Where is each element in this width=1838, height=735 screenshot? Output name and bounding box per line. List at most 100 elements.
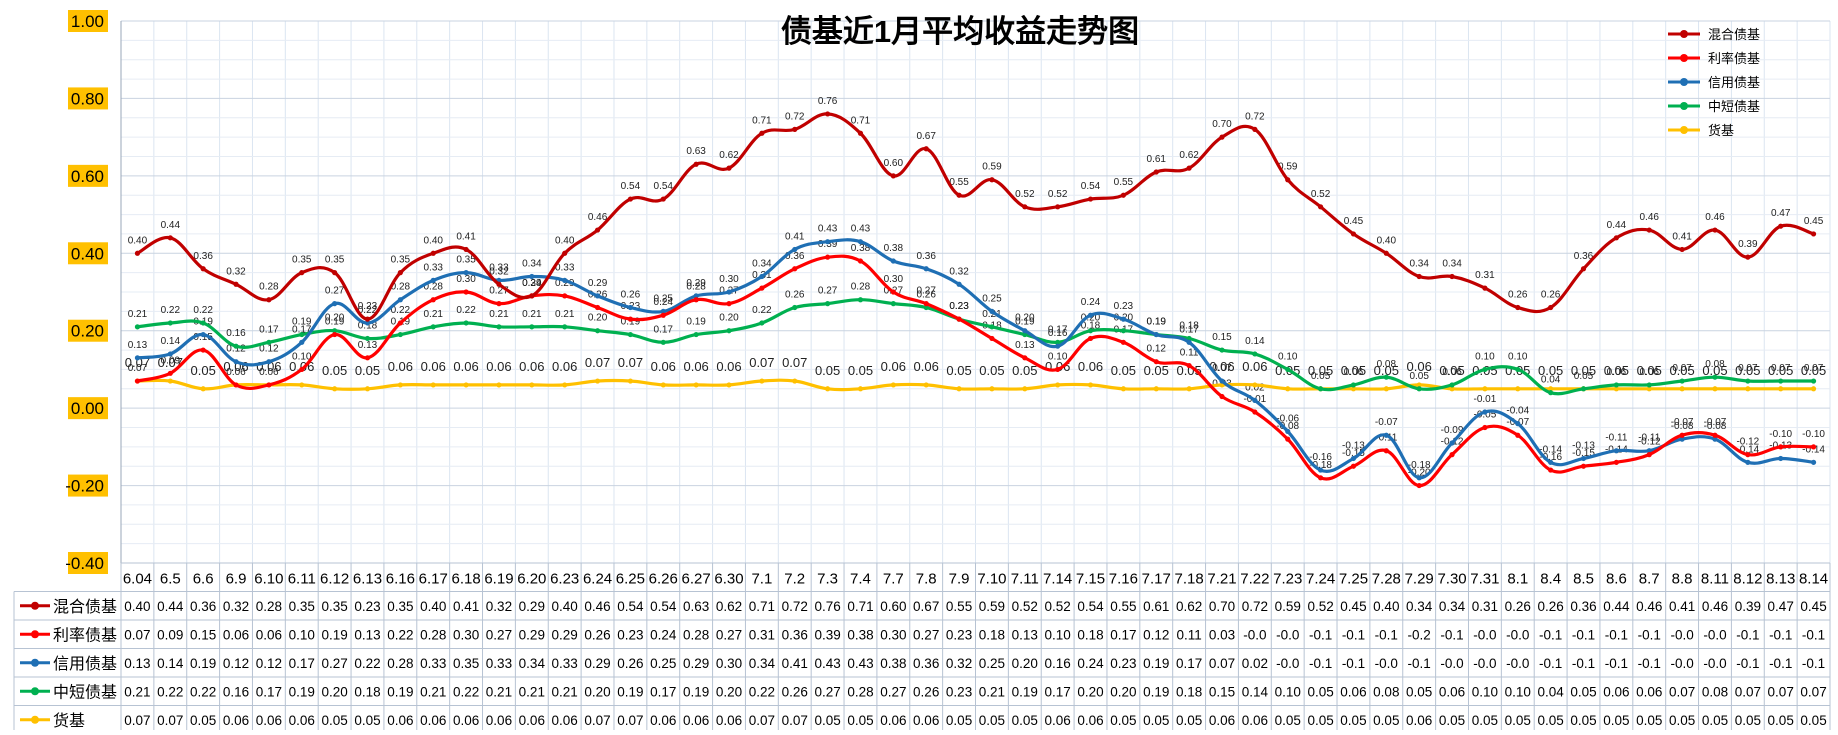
table-cell: 0.05 — [979, 713, 1005, 728]
table-cell: 0.05 — [814, 713, 840, 728]
data-point — [857, 239, 864, 245]
data-label: 0.71 — [752, 115, 772, 126]
table-cell: 0.45 — [1340, 599, 1366, 614]
data-label: 0.12 — [226, 344, 246, 355]
data-label: 0.10 — [1475, 351, 1495, 362]
data-point — [397, 382, 403, 388]
data-label: 0.61 — [1147, 154, 1167, 165]
x-tick-label: 7.9 — [949, 570, 970, 587]
data-label: 0.36 — [785, 251, 805, 262]
data-point — [1087, 312, 1094, 318]
data-label: 0.45 — [1344, 216, 1364, 227]
data-point — [1383, 386, 1389, 392]
data-label: 0.22 — [193, 305, 213, 316]
data-point — [1186, 386, 1192, 392]
x-tick-label: 7.10 — [977, 570, 1006, 587]
table-cell: 0.22 — [387, 627, 413, 642]
table-cell: 0.21 — [486, 684, 512, 699]
data-point — [825, 301, 831, 307]
data-point — [529, 382, 535, 388]
data-point — [1548, 304, 1554, 311]
data-point — [890, 289, 896, 295]
data-point — [923, 382, 929, 388]
data-label: 0.18 — [358, 320, 378, 331]
x-tick-label: 7.23 — [1273, 570, 1302, 587]
table-cell: 0.17 — [650, 684, 676, 699]
data-point — [1515, 421, 1521, 427]
table-cell: 0.17 — [1176, 656, 1202, 671]
data-point — [299, 339, 305, 345]
table-cell: 0.05 — [1307, 713, 1333, 728]
data-label: 0.05 — [1409, 371, 1429, 382]
table-cell: 0.29 — [584, 656, 610, 671]
data-point — [233, 281, 239, 287]
table-cell: 0.34 — [1406, 599, 1433, 614]
data-point — [627, 304, 634, 311]
data-label: 0.72 — [1245, 111, 1265, 122]
table-cell: -0.1 — [1802, 627, 1825, 642]
table-cell: 0.33 — [420, 656, 446, 671]
data-point — [299, 270, 305, 276]
table-cell: 0.35 — [453, 656, 479, 671]
data-label: 0.40 — [423, 235, 443, 246]
data-point — [1317, 204, 1324, 210]
data-point — [1186, 165, 1192, 171]
data-label: -0.13 — [1342, 440, 1365, 451]
table-cell: 0.05 — [847, 713, 873, 728]
data-label: 0.07 — [782, 355, 807, 370]
table-cell: -0.1 — [1736, 656, 1759, 671]
data-point — [397, 297, 403, 303]
chart-title: 债基近1月平均收益走势图 — [781, 14, 1139, 49]
table-cell: 0.19 — [1143, 684, 1169, 699]
data-label: 0.05 — [1144, 363, 1169, 378]
table-cell: 0.20 — [321, 684, 347, 699]
data-label: 0.05 — [1538, 363, 1563, 378]
table-cell: 0.47 — [1768, 599, 1794, 614]
x-tick-label: 7.4 — [850, 570, 871, 587]
data-point — [1022, 355, 1028, 361]
data-point — [134, 355, 141, 361]
data-label: 0.19 — [1147, 317, 1167, 328]
data-label: 0.23 — [949, 301, 969, 312]
data-point — [1482, 366, 1488, 373]
data-point — [857, 258, 864, 264]
table-cell: 0.07 — [617, 713, 643, 728]
data-point — [266, 359, 272, 365]
data-point — [1022, 204, 1028, 210]
table-cell: 0.29 — [519, 627, 545, 642]
data-point — [1120, 386, 1126, 392]
table-cell: 0.28 — [683, 627, 709, 642]
table-cell: 0.06 — [1636, 684, 1662, 699]
data-label: 0.06 — [1607, 367, 1627, 378]
data-point — [1383, 250, 1389, 256]
data-point — [1515, 432, 1521, 438]
data-label: 0.05 — [1012, 363, 1037, 378]
data-point — [1745, 378, 1751, 384]
data-point — [1252, 126, 1258, 132]
x-tick-label: 6.24 — [583, 570, 612, 587]
table-cell: 0.63 — [683, 599, 709, 614]
table-cell: 0.30 — [880, 627, 906, 642]
table-cell: 0.59 — [1275, 599, 1301, 614]
data-point — [594, 378, 601, 384]
table-cell: 0.23 — [617, 627, 643, 642]
data-label: 0.17 — [259, 324, 279, 335]
data-point — [792, 304, 798, 311]
table-cell: 0.31 — [749, 627, 775, 642]
data-point — [1350, 463, 1357, 469]
data-point — [1613, 459, 1619, 465]
table-cell: 0.35 — [289, 599, 315, 614]
data-label: 0.26 — [916, 289, 936, 300]
table-cell: -0.0 — [1440, 656, 1463, 671]
data-label: 0.38 — [851, 243, 871, 254]
data-label: 0.27 — [916, 286, 936, 297]
data-point — [1383, 374, 1389, 380]
table-cell: 0.06 — [1242, 713, 1268, 728]
table-cell: 0.34 — [749, 656, 776, 671]
table-cell: 0.55 — [1110, 599, 1136, 614]
table-cell: 0.05 — [1012, 713, 1038, 728]
data-point — [660, 308, 666, 314]
table-cell: -0.0 — [1473, 627, 1496, 642]
x-tick-label: 6.17 — [419, 570, 448, 587]
data-label: 0.34 — [1442, 259, 1462, 270]
